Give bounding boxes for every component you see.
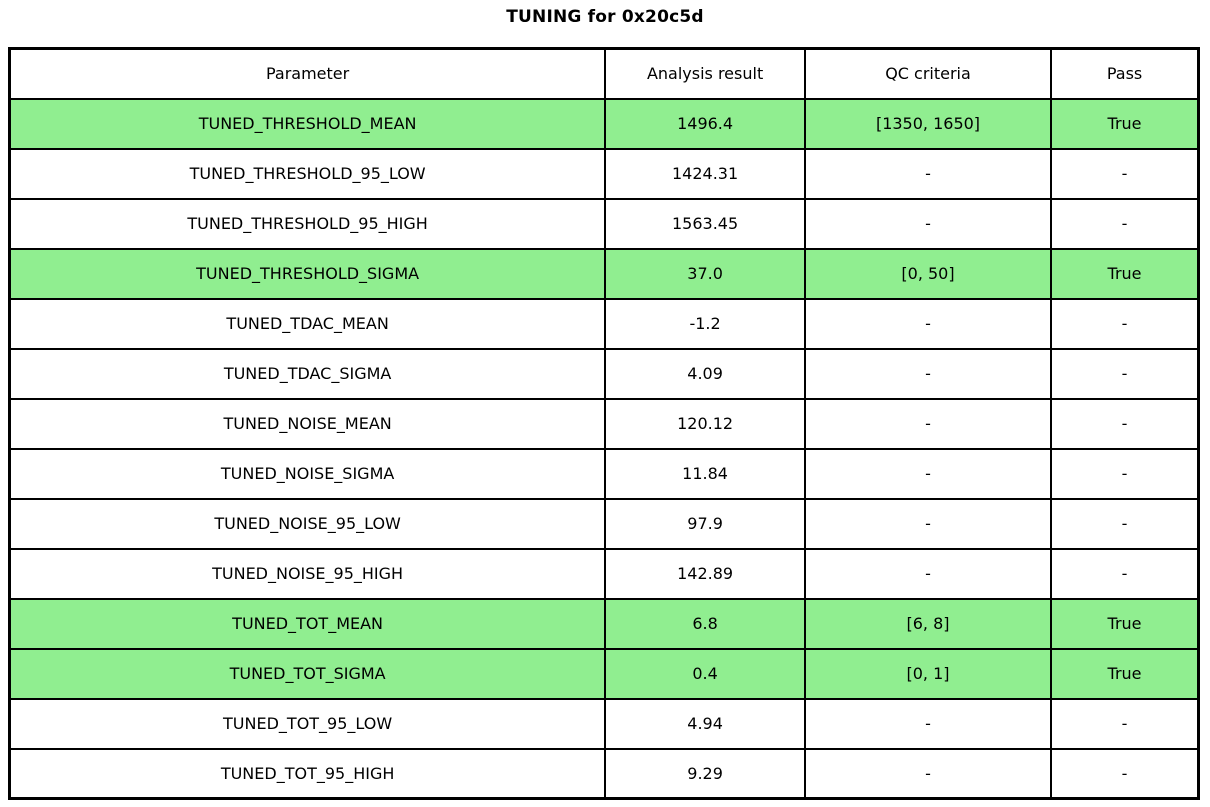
qc-criteria-cell: - <box>803 447 1053 500</box>
parameter-cell: TUNED_NOISE_MEAN <box>8 397 607 450</box>
parameter-cell: TUNED_NOISE_SIGMA <box>8 447 607 500</box>
qc-criteria-cell: [0, 1] <box>803 647 1053 700</box>
table-row: TUNED_THRESHOLD_SIGMA 37.0 [0, 50] True <box>8 247 1200 300</box>
analysis-result-cell: 1424.31 <box>604 147 806 200</box>
table-row: TUNED_NOISE_MEAN 120.12 - - <box>8 397 1200 450</box>
pass-cell: - <box>1050 547 1200 600</box>
header-row: Parameter Analysis result QC criteria Pa… <box>8 47 1200 100</box>
table-row: TUNED_NOISE_95_HIGH 142.89 - - <box>8 547 1200 600</box>
pass-cell: - <box>1050 347 1200 400</box>
pass-cell: - <box>1050 697 1200 750</box>
pass-cell: - <box>1050 297 1200 350</box>
qc-criteria-cell: - <box>803 147 1053 200</box>
qc-criteria-cell: - <box>803 397 1053 450</box>
table-row: TUNED_TDAC_SIGMA 4.09 - - <box>8 347 1200 400</box>
parameter-cell: TUNED_THRESHOLD_95_HIGH <box>8 197 607 250</box>
parameter-cell: TUNED_THRESHOLD_MEAN <box>8 97 607 150</box>
table-row: TUNED_THRESHOLD_95_HIGH 1563.45 - - <box>8 197 1200 250</box>
table-header: Parameter Analysis result QC criteria Pa… <box>8 47 1200 100</box>
parameter-cell: TUNED_TDAC_SIGMA <box>8 347 607 400</box>
table-row: TUNED_NOISE_95_LOW 97.9 - - <box>8 497 1200 550</box>
qc-criteria-cell: [0, 50] <box>803 247 1053 300</box>
pass-cell: - <box>1050 397 1200 450</box>
analysis-result-cell: 97.9 <box>604 497 806 550</box>
qc-criteria-cell: - <box>803 697 1053 750</box>
table-row: TUNED_TOT_SIGMA 0.4 [0, 1] True <box>8 647 1200 700</box>
pass-cell: - <box>1050 747 1200 800</box>
qc-criteria-cell: - <box>803 197 1053 250</box>
pass-cell: - <box>1050 447 1200 500</box>
parameter-cell: TUNED_TOT_MEAN <box>8 597 607 650</box>
analysis-result-cell: 4.09 <box>604 347 806 400</box>
analysis-result-cell: 6.8 <box>604 597 806 650</box>
analysis-result-cell: 11.84 <box>604 447 806 500</box>
pass-cell: True <box>1050 97 1200 150</box>
analysis-result-cell: 1496.4 <box>604 97 806 150</box>
analysis-result-cell: 1563.45 <box>604 197 806 250</box>
qc-criteria-cell: - <box>803 347 1053 400</box>
qc-criteria-cell: - <box>803 747 1053 800</box>
analysis-result-cell: 37.0 <box>604 247 806 300</box>
qc-criteria-cell: - <box>803 547 1053 600</box>
parameter-cell: TUNED_TOT_95_LOW <box>8 697 607 750</box>
pass-cell: - <box>1050 497 1200 550</box>
qc-criteria-cell: - <box>803 297 1053 350</box>
pass-cell: - <box>1050 147 1200 200</box>
page-title: TUNING for 0x20c5d <box>506 7 704 27</box>
parameter-cell: TUNED_THRESHOLD_95_LOW <box>8 147 607 200</box>
analysis-result-cell: 142.89 <box>604 547 806 600</box>
column-header-analysis-result: Analysis result <box>604 47 806 100</box>
qc-criteria-cell: [1350, 1650] <box>803 97 1053 150</box>
parameter-cell: TUNED_TOT_SIGMA <box>8 647 607 700</box>
parameter-cell: TUNED_TOT_95_HIGH <box>8 747 607 800</box>
pass-cell: True <box>1050 597 1200 650</box>
column-header-pass: Pass <box>1050 47 1200 100</box>
table-row: TUNED_THRESHOLD_95_LOW 1424.31 - - <box>8 147 1200 200</box>
qc-results-table: Parameter Analysis result QC criteria Pa… <box>8 47 1200 800</box>
parameter-cell: TUNED_TDAC_MEAN <box>8 297 607 350</box>
table-row: TUNED_THRESHOLD_MEAN 1496.4 [1350, 1650]… <box>8 97 1200 150</box>
qc-criteria-cell: - <box>803 497 1053 550</box>
table-row: TUNED_NOISE_SIGMA 11.84 - - <box>8 447 1200 500</box>
analysis-result-cell: 0.4 <box>604 647 806 700</box>
analysis-result-cell: 120.12 <box>604 397 806 450</box>
pass-cell: - <box>1050 197 1200 250</box>
table-row: TUNED_TDAC_MEAN -1.2 - - <box>8 297 1200 350</box>
table-row: TUNED_TOT_MEAN 6.8 [6, 8] True <box>8 597 1200 650</box>
pass-cell: True <box>1050 647 1200 700</box>
pass-cell: True <box>1050 247 1200 300</box>
qc-criteria-cell: [6, 8] <box>803 597 1053 650</box>
parameter-cell: TUNED_NOISE_95_LOW <box>8 497 607 550</box>
parameter-cell: TUNED_NOISE_95_HIGH <box>8 547 607 600</box>
analysis-result-cell: 4.94 <box>604 697 806 750</box>
analysis-result-cell: -1.2 <box>604 297 806 350</box>
parameter-cell: TUNED_THRESHOLD_SIGMA <box>8 247 607 300</box>
table-row: TUNED_TOT_95_LOW 4.94 - - <box>8 697 1200 750</box>
table-body: TUNED_THRESHOLD_MEAN 1496.4 [1350, 1650]… <box>8 97 1200 800</box>
column-header-qc-criteria: QC criteria <box>803 47 1053 100</box>
analysis-result-cell: 9.29 <box>604 747 806 800</box>
column-header-parameter: Parameter <box>8 47 607 100</box>
table-row: TUNED_TOT_95_HIGH 9.29 - - <box>8 747 1200 800</box>
